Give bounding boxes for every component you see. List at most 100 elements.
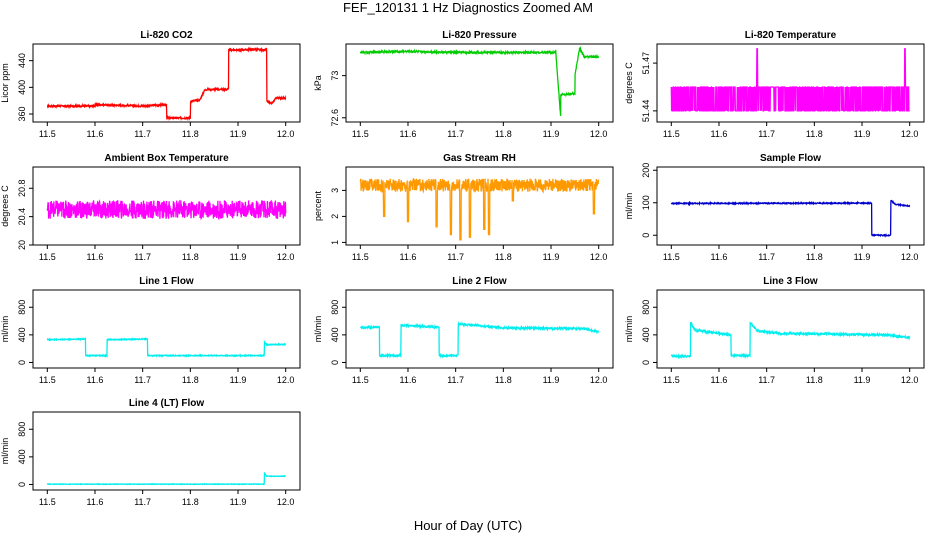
y-axis-label: degrees C <box>0 185 10 227</box>
x-tick-label: 11.6 <box>87 375 104 385</box>
series-line <box>360 320 599 359</box>
x-tick-label: 11.6 <box>711 252 728 262</box>
x-tick-label: 11.6 <box>400 129 417 139</box>
x-tick-label: 11.5 <box>663 129 680 139</box>
plot-frame <box>345 289 614 369</box>
y-axis-label: ml/min <box>313 316 323 343</box>
y-tick-label: 400 <box>17 80 27 95</box>
plot-frame <box>32 289 301 369</box>
y-axis-label: Licor ppm <box>0 63 10 103</box>
y-tick-label: 800 <box>330 300 340 315</box>
x-tick-label: 12.0 <box>901 252 919 262</box>
x-tick-label: 12.0 <box>277 497 295 507</box>
x-tick-label: 11.9 <box>543 252 560 262</box>
x-tick-label: 11.6 <box>87 497 104 507</box>
x-tick-label: 11.9 <box>230 497 247 507</box>
x-tick-label: 12.0 <box>277 252 295 262</box>
y-tick-label: 100 <box>641 195 651 210</box>
y-tick-label: 2 <box>330 214 340 219</box>
series-line <box>359 177 600 241</box>
plot-frame <box>32 411 301 491</box>
series-line <box>46 46 287 122</box>
y-tick-label: 73 <box>330 71 340 81</box>
series-line <box>46 471 287 486</box>
x-tick-label: 11.5 <box>39 252 56 262</box>
y-tick-label: 400 <box>641 327 651 342</box>
x-tick-label: 11.6 <box>711 375 728 385</box>
y-tick-label: 400 <box>330 327 340 342</box>
x-tick-label: 12.0 <box>277 129 295 139</box>
panel-title: Ambient Box Temperature <box>104 153 229 164</box>
x-tick-label: 11.9 <box>230 375 247 385</box>
chart-panel: Sample Flow ml/min 11.5 11.6 11.7 11.8 11.9 12.… <box>624 153 925 262</box>
x-tick-label: 11.8 <box>806 129 823 139</box>
y-axis-label: degrees C <box>624 62 634 104</box>
x-tick-label: 11.5 <box>663 375 680 385</box>
y-axis-label: kPa <box>313 75 323 91</box>
chart-panel: Line 3 Flow ml/min 11.5 11.6 11.7 11.8 11.9 12.… <box>624 276 925 385</box>
x-tick-label: 11.8 <box>495 252 512 262</box>
x-tick-label: 12.0 <box>901 129 919 139</box>
x-tick-label: 11.8 <box>182 129 199 139</box>
chart-panel: Li-820 Temperature degrees C 11.5 11.6 11.7 1… <box>624 30 925 139</box>
y-tick-label: 0 <box>641 233 651 238</box>
panel-title: Line 3 Flow <box>763 276 818 287</box>
series-line <box>670 199 911 238</box>
panel-title: Li-820 Temperature <box>745 30 837 41</box>
panel-title: Line 4 (LT) Flow <box>129 398 205 409</box>
x-tick-label: 11.7 <box>758 375 775 385</box>
chart-panel: Line 1 Flow ml/min 11.5 11.6 11.7 11.8 11.9 12.… <box>0 276 301 385</box>
y-tick-label: 20.8 <box>17 180 27 198</box>
y-axis-label: percent <box>313 190 323 221</box>
x-tick-label: 11.7 <box>134 497 151 507</box>
series-line <box>359 45 600 116</box>
x-tick-label: 11.5 <box>39 129 56 139</box>
x-tick-label: 11.9 <box>230 252 247 262</box>
y-tick-label: 20 <box>17 240 27 250</box>
panel-title: Line 1 Flow <box>139 276 194 287</box>
panel-title: Line 2 Flow <box>452 276 507 287</box>
plot-frame <box>345 166 614 246</box>
y-tick-label: 400 <box>17 449 27 464</box>
plot-frame <box>656 166 925 246</box>
y-tick-label: 51.47 <box>641 52 651 75</box>
x-tick-label: 11.6 <box>400 375 417 385</box>
chart-panel: Line 2 Flow ml/min 11.5 11.6 11.7 11.8 11.9 12.… <box>313 276 614 385</box>
y-tick-label: 0 <box>330 360 340 365</box>
series-line <box>670 321 911 360</box>
y-tick-label: 1 <box>330 240 340 245</box>
x-tick-label: 11.6 <box>711 129 728 139</box>
y-tick-label: 0 <box>17 482 27 487</box>
series-line <box>46 336 287 358</box>
x-tick-label: 11.5 <box>352 375 369 385</box>
x-tick-label: 12.0 <box>277 375 295 385</box>
y-tick-label: 800 <box>17 422 27 437</box>
x-tick-label: 11.9 <box>230 129 247 139</box>
y-axis-label: ml/min <box>0 316 10 343</box>
x-tick-label: 11.8 <box>182 497 199 507</box>
y-tick-label: 360 <box>17 106 27 121</box>
y-tick-label: 51.44 <box>641 100 651 123</box>
x-tick-label: 11.9 <box>543 129 560 139</box>
plot-frame <box>656 289 925 369</box>
y-tick-label: 3 <box>330 188 340 193</box>
x-tick-label: 11.6 <box>400 252 417 262</box>
panel-title: Li-820 CO2 <box>140 30 193 41</box>
x-tick-label: 12.0 <box>901 375 919 385</box>
x-tick-label: 11.7 <box>447 252 464 262</box>
panel-title: Sample Flow <box>760 153 821 164</box>
panel-title: Gas Stream RH <box>443 153 516 164</box>
x-tick-label: 12.0 <box>590 129 608 139</box>
y-tick-label: 72.6 <box>330 109 340 127</box>
x-tick-label: 11.7 <box>447 375 464 385</box>
plot-frame <box>32 166 301 246</box>
x-tick-label: 11.5 <box>352 129 369 139</box>
y-tick-label: 400 <box>17 327 27 342</box>
figure-x-axis-label: Hour of Day (UTC) <box>413 518 523 533</box>
x-tick-label: 11.7 <box>134 375 151 385</box>
y-axis-label: ml/min <box>0 438 10 465</box>
x-tick-label: 11.8 <box>495 129 512 139</box>
x-tick-label: 11.8 <box>182 375 199 385</box>
x-tick-label: 11.8 <box>495 375 512 385</box>
panel-title: Li-820 Pressure <box>442 30 517 41</box>
